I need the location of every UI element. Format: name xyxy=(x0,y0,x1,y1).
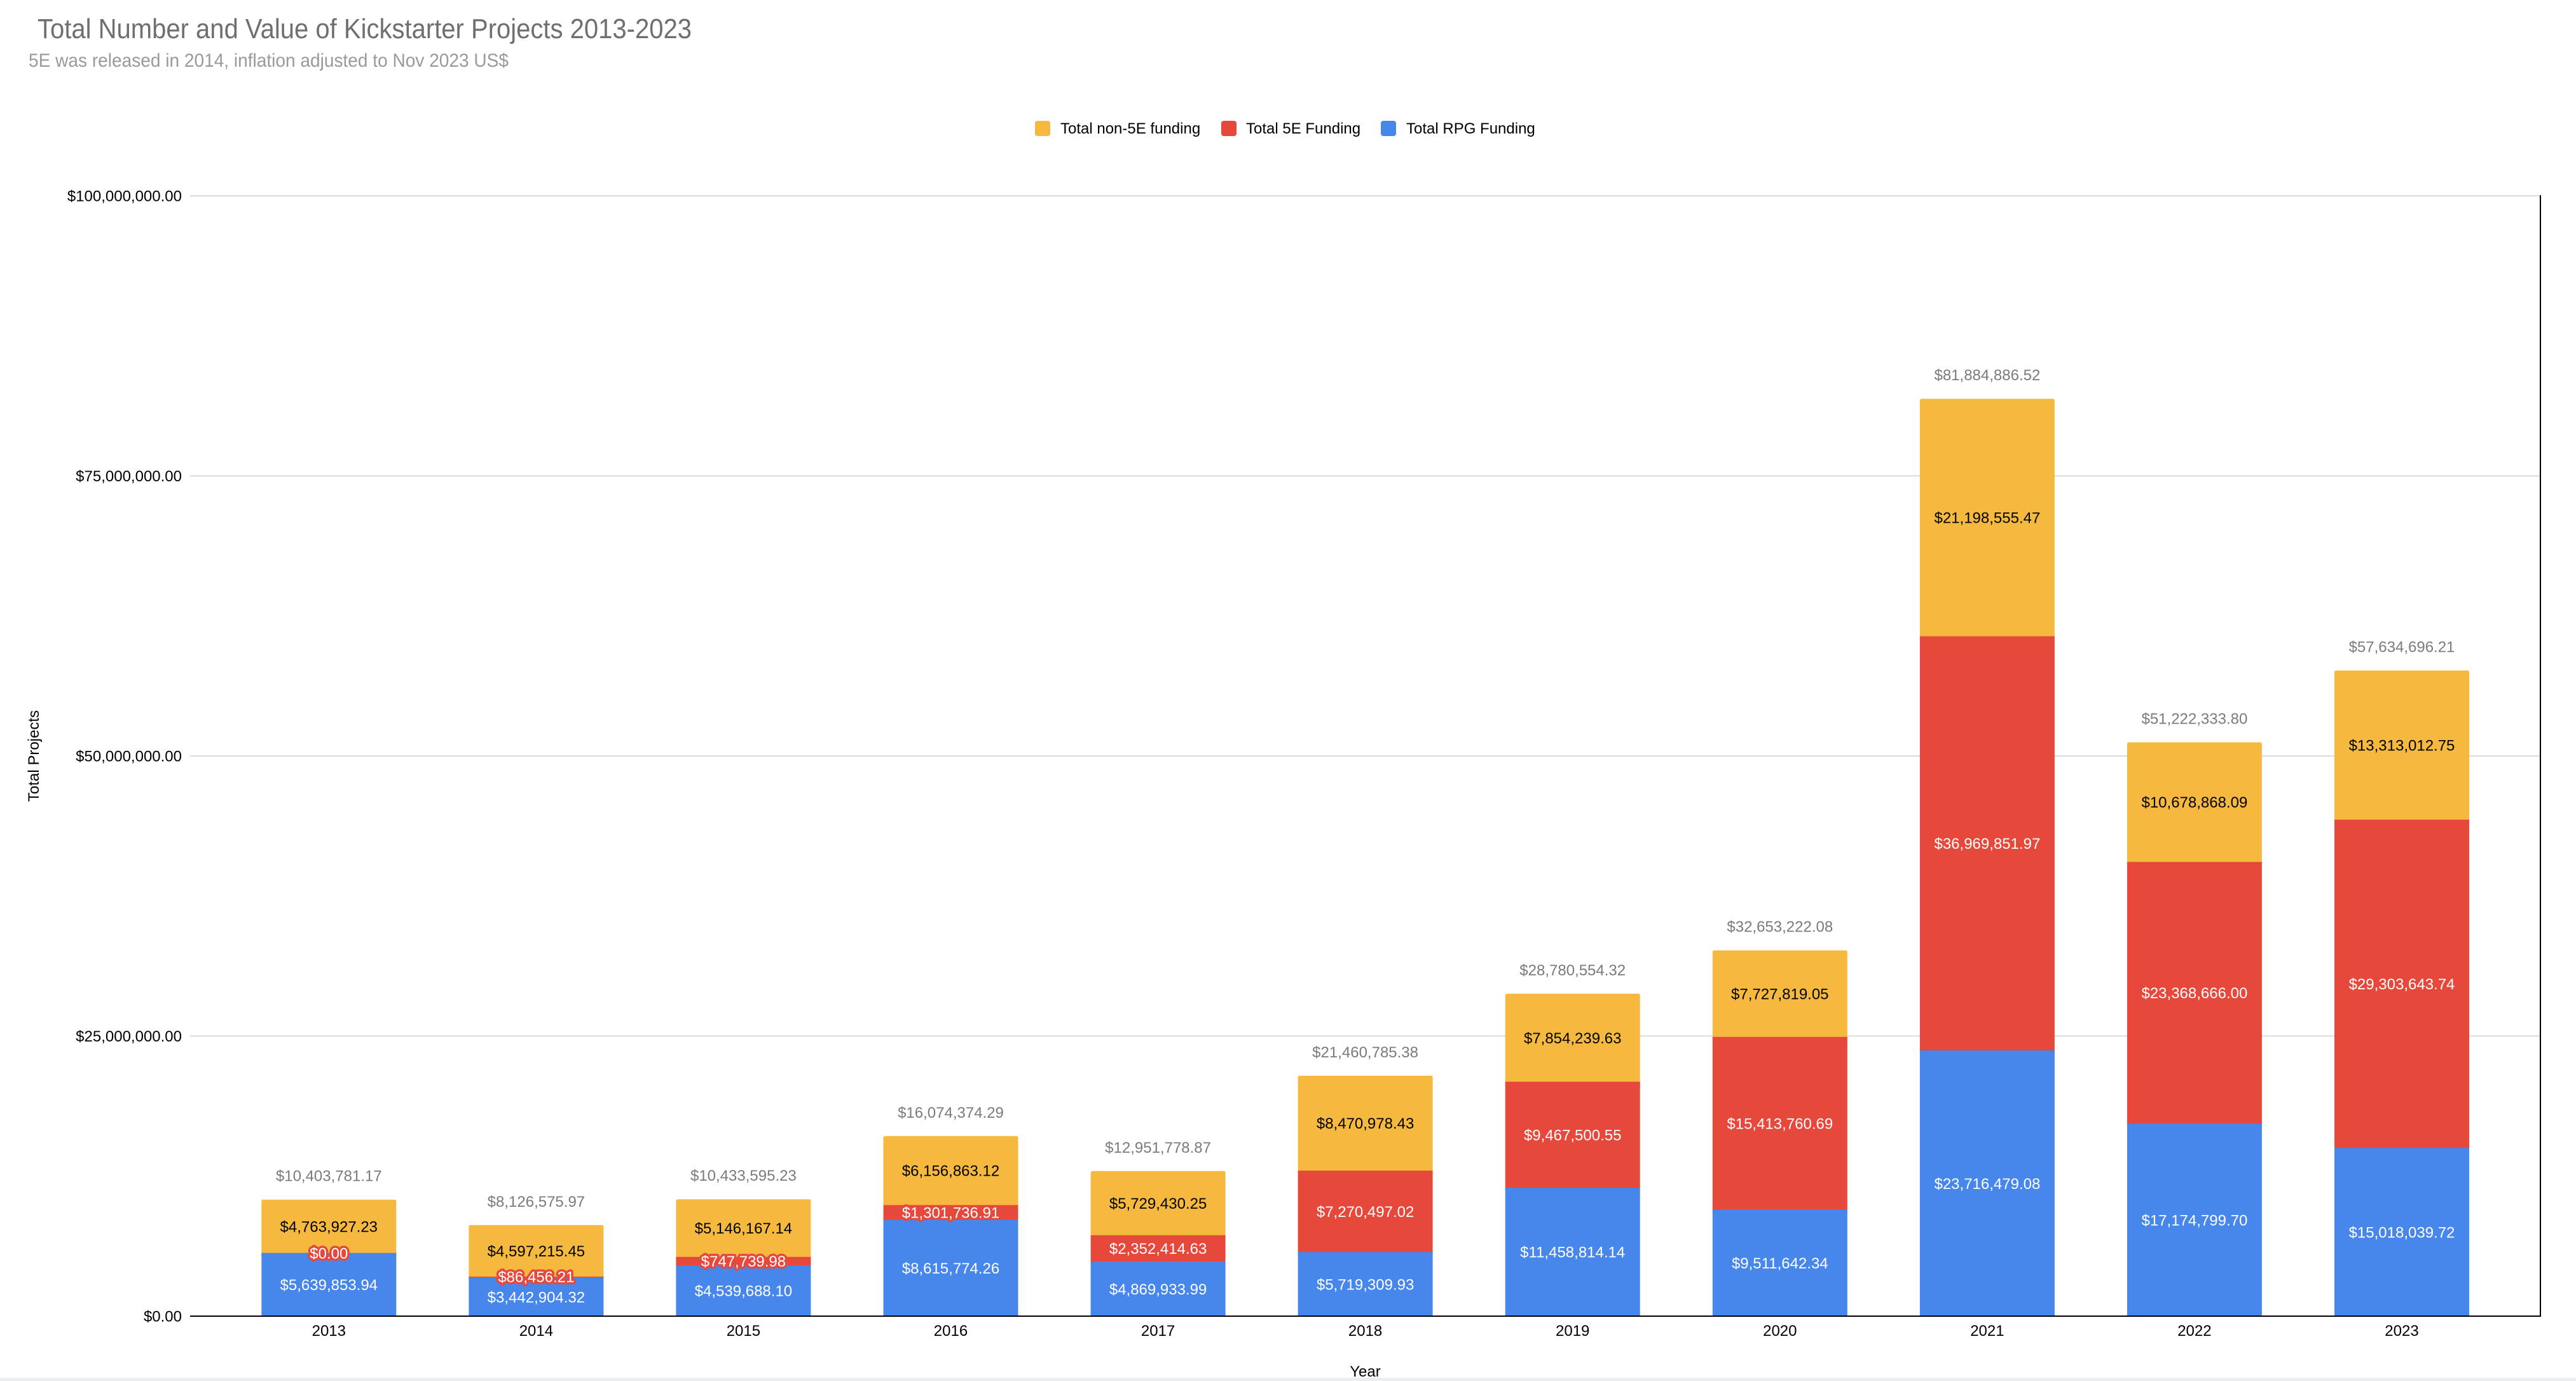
svg-text:$21,460,785.38: $21,460,785.38 xyxy=(1312,1044,1418,1061)
svg-text:Total non-5E funding: Total non-5E funding xyxy=(1060,120,1200,137)
svg-text:$4,597,215.45: $4,597,215.45 xyxy=(488,1243,585,1260)
svg-text:$100,000,000.00: $100,000,000.00 xyxy=(67,188,182,205)
svg-text:$7,854,239.63: $7,854,239.63 xyxy=(1524,1030,1621,1047)
svg-text:$10,433,595.23: $10,433,595.23 xyxy=(690,1167,797,1185)
svg-text:$9,467,500.55: $9,467,500.55 xyxy=(1524,1127,1621,1144)
svg-text:$57,634,696.21: $57,634,696.21 xyxy=(2349,639,2455,656)
svg-text:2022: 2022 xyxy=(2177,1323,2211,1340)
svg-text:$0.00: $0.00 xyxy=(310,1246,348,1263)
svg-text:$5,719,309.93: $5,719,309.93 xyxy=(1317,1276,1414,1293)
svg-text:$50,000,000.00: $50,000,000.00 xyxy=(76,748,182,766)
svg-text:$86,456.21: $86,456.21 xyxy=(498,1269,574,1286)
svg-text:$747,739.98: $747,739.98 xyxy=(701,1253,786,1270)
svg-text:$1,301,736.91: $1,301,736.91 xyxy=(902,1205,999,1222)
svg-text:$0.00: $0.00 xyxy=(144,1309,182,1326)
svg-text:$29,303,643.74: $29,303,643.74 xyxy=(2349,976,2455,993)
svg-text:$4,763,927.23: $4,763,927.23 xyxy=(280,1218,378,1235)
svg-text:$7,727,819.05: $7,727,819.05 xyxy=(1731,986,1828,1003)
svg-text:$5,729,430.25: $5,729,430.25 xyxy=(1109,1195,1207,1213)
svg-text:$17,174,799.70: $17,174,799.70 xyxy=(2141,1212,2247,1229)
svg-text:$11,458,814.14: $11,458,814.14 xyxy=(1520,1244,1625,1261)
svg-text:$23,716,479.08: $23,716,479.08 xyxy=(1934,1176,2040,1193)
svg-text:2013: 2013 xyxy=(312,1323,346,1340)
svg-text:$3,442,904.32: $3,442,904.32 xyxy=(488,1289,585,1306)
svg-text:$5,146,167.14: $5,146,167.14 xyxy=(695,1220,792,1237)
svg-text:$81,884,886.52: $81,884,886.52 xyxy=(1934,367,2040,384)
svg-text:Total 5E Funding: Total 5E Funding xyxy=(1246,120,1360,137)
svg-text:$9,511,642.34: $9,511,642.34 xyxy=(1732,1255,1828,1272)
svg-text:$15,413,760.69: $15,413,760.69 xyxy=(1727,1115,1833,1132)
svg-text:$5,639,853.94: $5,639,853.94 xyxy=(280,1277,378,1294)
svg-text:2021: 2021 xyxy=(1970,1323,2004,1340)
svg-text:$15,018,039.72: $15,018,039.72 xyxy=(2349,1224,2455,1241)
svg-text:$51,222,333.80: $51,222,333.80 xyxy=(2141,711,2247,728)
svg-text:$13,313,012.75: $13,313,012.75 xyxy=(2349,738,2455,755)
svg-text:2023: 2023 xyxy=(2385,1323,2418,1340)
svg-text:$8,470,978.43: $8,470,978.43 xyxy=(1317,1115,1414,1132)
svg-text:2014: 2014 xyxy=(519,1323,553,1340)
svg-text:Total RPG Funding: Total RPG Funding xyxy=(1406,120,1535,137)
svg-text:$4,539,688.10: $4,539,688.10 xyxy=(695,1283,792,1300)
svg-text:Total Projects: Total Projects xyxy=(25,710,43,802)
svg-text:$8,615,774.26: $8,615,774.26 xyxy=(902,1260,999,1277)
svg-text:$4,869,933.99: $4,869,933.99 xyxy=(1109,1281,1207,1298)
svg-text:$10,678,868.09: $10,678,868.09 xyxy=(2141,794,2247,811)
svg-text:$21,198,555.47: $21,198,555.47 xyxy=(1934,510,2040,527)
svg-text:2018: 2018 xyxy=(1348,1323,1382,1340)
svg-text:$36,969,851.97: $36,969,851.97 xyxy=(1934,835,2040,853)
svg-text:$75,000,000.00: $75,000,000.00 xyxy=(76,468,182,485)
svg-text:$8,126,575.97: $8,126,575.97 xyxy=(488,1193,585,1211)
svg-text:$6,156,863.12: $6,156,863.12 xyxy=(902,1163,999,1180)
svg-text:2015: 2015 xyxy=(727,1323,760,1340)
svg-text:Year: Year xyxy=(1350,1363,1381,1380)
svg-text:2017: 2017 xyxy=(1141,1323,1175,1340)
svg-text:$16,074,374.29: $16,074,374.29 xyxy=(898,1104,1004,1122)
svg-text:$25,000,000.00: $25,000,000.00 xyxy=(76,1028,182,1045)
svg-text:$2,352,414.63: $2,352,414.63 xyxy=(1109,1240,1207,1258)
svg-text:5E was released in 2014, infla: 5E was released in 2014, inflation adjus… xyxy=(29,50,509,71)
svg-text:$7,270,497.02: $7,270,497.02 xyxy=(1317,1204,1414,1221)
svg-text:2019: 2019 xyxy=(1556,1323,1589,1340)
svg-text:$32,653,222.08: $32,653,222.08 xyxy=(1727,919,1833,936)
svg-text:Total Number and Value of Kick: Total Number and Value of Kickstarter Pr… xyxy=(38,13,692,45)
svg-text:2020: 2020 xyxy=(1763,1323,1797,1340)
svg-text:$12,951,778.87: $12,951,778.87 xyxy=(1105,1139,1211,1157)
svg-text:2016: 2016 xyxy=(934,1323,968,1340)
svg-text:$10,403,781.17: $10,403,781.17 xyxy=(276,1168,382,1185)
svg-text:$23,368,666.00: $23,368,666.00 xyxy=(2141,985,2247,1002)
svg-text:$28,780,554.32: $28,780,554.32 xyxy=(1519,962,1626,979)
